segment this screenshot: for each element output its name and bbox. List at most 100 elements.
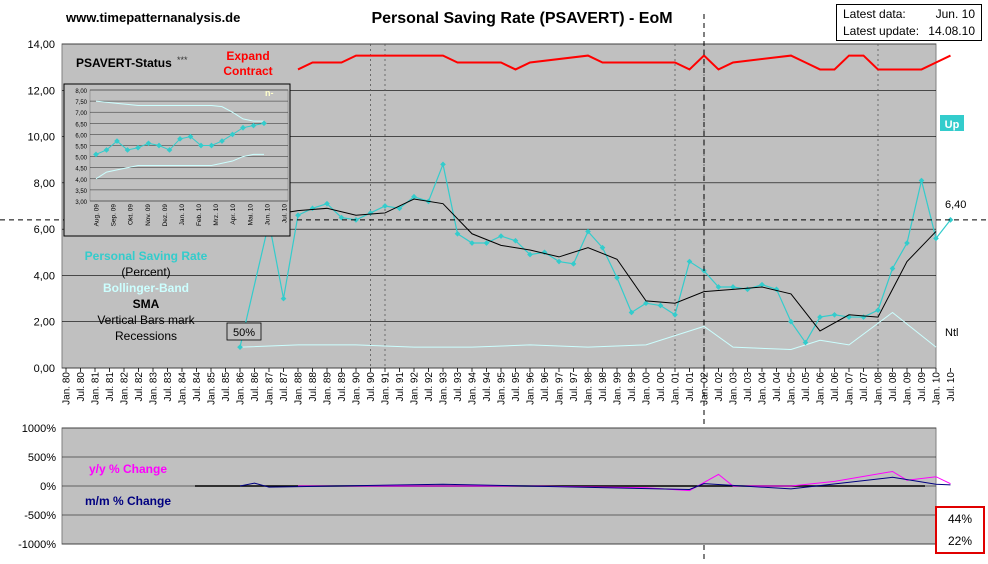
x-tick-label: Jan. 93 — [439, 372, 450, 405]
inset-x-label: Feb. 10 — [196, 204, 203, 226]
inset-y-label: 8,00 — [75, 89, 87, 95]
x-tick-label: Jul. 96 — [540, 372, 551, 402]
x-tick-label: Jan. 09 — [903, 372, 914, 405]
latest-data-label: Latest data: — [843, 7, 906, 21]
data-point-saving — [614, 274, 620, 281]
latest-data-value: Jun. 10 — [935, 7, 975, 21]
inset-x-label: Jan. 10 — [179, 204, 186, 226]
x-tick-label: Jul. 90 — [366, 372, 377, 402]
status-stars: *** — [177, 55, 188, 65]
legend-bollinger: Bollinger-Band — [103, 281, 189, 295]
y-tick-label-changes: 1000% — [22, 423, 56, 435]
x-tick-label: Jul. 89 — [337, 372, 348, 402]
pct50-box — [226, 322, 262, 341]
legend-sma: SMA — [133, 297, 160, 311]
x-tick-label: Jul. 05 — [801, 372, 812, 402]
x-tick-label: Jan. 01 — [671, 372, 682, 405]
change-summary-box: 44% 22% — [935, 506, 985, 554]
series-mm-change — [239, 476, 951, 490]
x-tick-label: Jul. 84 — [192, 372, 203, 402]
data-point-saving — [599, 244, 606, 251]
inset-x-label: Aug. 09 — [94, 204, 101, 227]
x-tick-label: Jul. 09 — [917, 372, 928, 402]
data-point-saving — [382, 203, 388, 209]
x-tick-label: Jul. 01 — [685, 372, 696, 402]
data-point-saving — [657, 302, 664, 309]
data-point-saving — [875, 307, 881, 313]
x-tick-label: Jan. 07 — [845, 372, 856, 405]
x-tick-label: Jan. 94 — [468, 372, 479, 405]
inset-data-point — [261, 120, 267, 127]
series-sma — [268, 198, 937, 332]
current-value-label: 6,40 — [945, 199, 966, 211]
data-point-saving — [802, 339, 809, 346]
x-tick-label: Jan. 85 — [207, 372, 218, 405]
x-tick-label: Jan. 92 — [410, 372, 421, 405]
inset-data-point — [124, 147, 131, 153]
inset-data-point — [219, 138, 225, 144]
y-tick-label: 14,00 — [27, 39, 55, 51]
data-point-saving — [570, 261, 577, 267]
legend-note1: Vertical Bars mark — [97, 313, 195, 327]
x-tick-label: Jul. 98 — [598, 372, 609, 402]
data-point-saving — [512, 237, 519, 244]
inset-x-label: Jul. 10 — [282, 204, 289, 224]
x-tick-label: Jan. 97 — [555, 372, 566, 405]
x-tick-label: Jul. 91 — [395, 372, 406, 402]
data-point-saving — [527, 251, 533, 258]
status-title: PSAVERT-Status — [76, 56, 172, 70]
inset-data-point — [187, 133, 194, 140]
x-tick-label: Jul. 92 — [424, 372, 435, 402]
inset-x-label: Sep. 09 — [111, 204, 118, 227]
inset-y-label: 5,50 — [75, 145, 87, 151]
x-tick-label: Jul. 08 — [888, 372, 899, 402]
data-point-saving — [324, 200, 330, 207]
latest-update-label: Latest update: — [843, 24, 920, 38]
x-tick-label: Jul. 86 — [250, 372, 261, 402]
y-tick-label: 8,00 — [34, 178, 55, 190]
status-line — [297, 54, 951, 71]
legend-mm-change: m/m % Change — [85, 494, 171, 508]
expand-label: Expand — [226, 49, 269, 63]
x-tick-label: Jul. 83 — [163, 372, 174, 402]
latest-update-value: 14.08.10 — [928, 24, 975, 38]
x-tick-label: Jan. 86 — [236, 372, 247, 405]
x-tick-label: Jan. 05 — [787, 372, 798, 405]
data-point-saving — [831, 311, 838, 318]
y-tick-label: 0,00 — [34, 363, 55, 375]
x-tick-label: Jan. 08 — [874, 372, 885, 405]
x-tick-label: Jul. 00 — [656, 372, 667, 402]
inset-data-point — [135, 144, 141, 151]
data-point-saving — [817, 314, 823, 320]
inset-y-label: 4,00 — [75, 178, 87, 184]
x-tick-label: Jul. 07 — [859, 372, 870, 402]
x-tick-label: Jul. 97 — [569, 372, 580, 402]
x-tick-label: Jan. 02 — [700, 372, 711, 405]
series-bollinger-band — [239, 311, 937, 350]
data-point-saving — [715, 284, 722, 290]
up-badge — [940, 115, 964, 131]
x-tick-label: Jan. 90 — [352, 372, 363, 405]
chart-title: Personal Saving Rate (PSAVERT) - EoM — [371, 10, 673, 27]
inset-bollinger-lower — [95, 153, 264, 180]
data-point-saving — [454, 230, 461, 237]
data-point-saving — [440, 161, 446, 168]
inset-y-label: 7,50 — [75, 100, 87, 106]
x-tick-label: Jul. 85 — [221, 372, 232, 402]
inset-x-label: Nov. 09 — [145, 204, 152, 226]
x-tick-label: Jan. 04 — [758, 372, 769, 405]
inset-data-point — [177, 136, 183, 142]
latest-data-box: Latest data: Jun. 10 Latest update: 14.08.… — [836, 4, 982, 41]
inset-y-label: 3,50 — [75, 189, 87, 195]
x-tick-label: Jan. 80 — [62, 372, 73, 405]
x-tick-label: Jan. 00 — [642, 372, 653, 405]
inset-x-label: Mai. 10 — [247, 204, 254, 226]
y-tick-label: 4,00 — [34, 270, 55, 282]
inset-y-label: 6,00 — [75, 133, 87, 139]
y-tick-label-changes: -1000% — [18, 539, 56, 551]
x-tick-label: Jan. 83 — [149, 372, 160, 405]
x-tick-label: Jan. 98 — [584, 372, 595, 405]
inset-y-label: 4,50 — [75, 167, 87, 173]
inset-y-label: 6,50 — [75, 122, 87, 128]
